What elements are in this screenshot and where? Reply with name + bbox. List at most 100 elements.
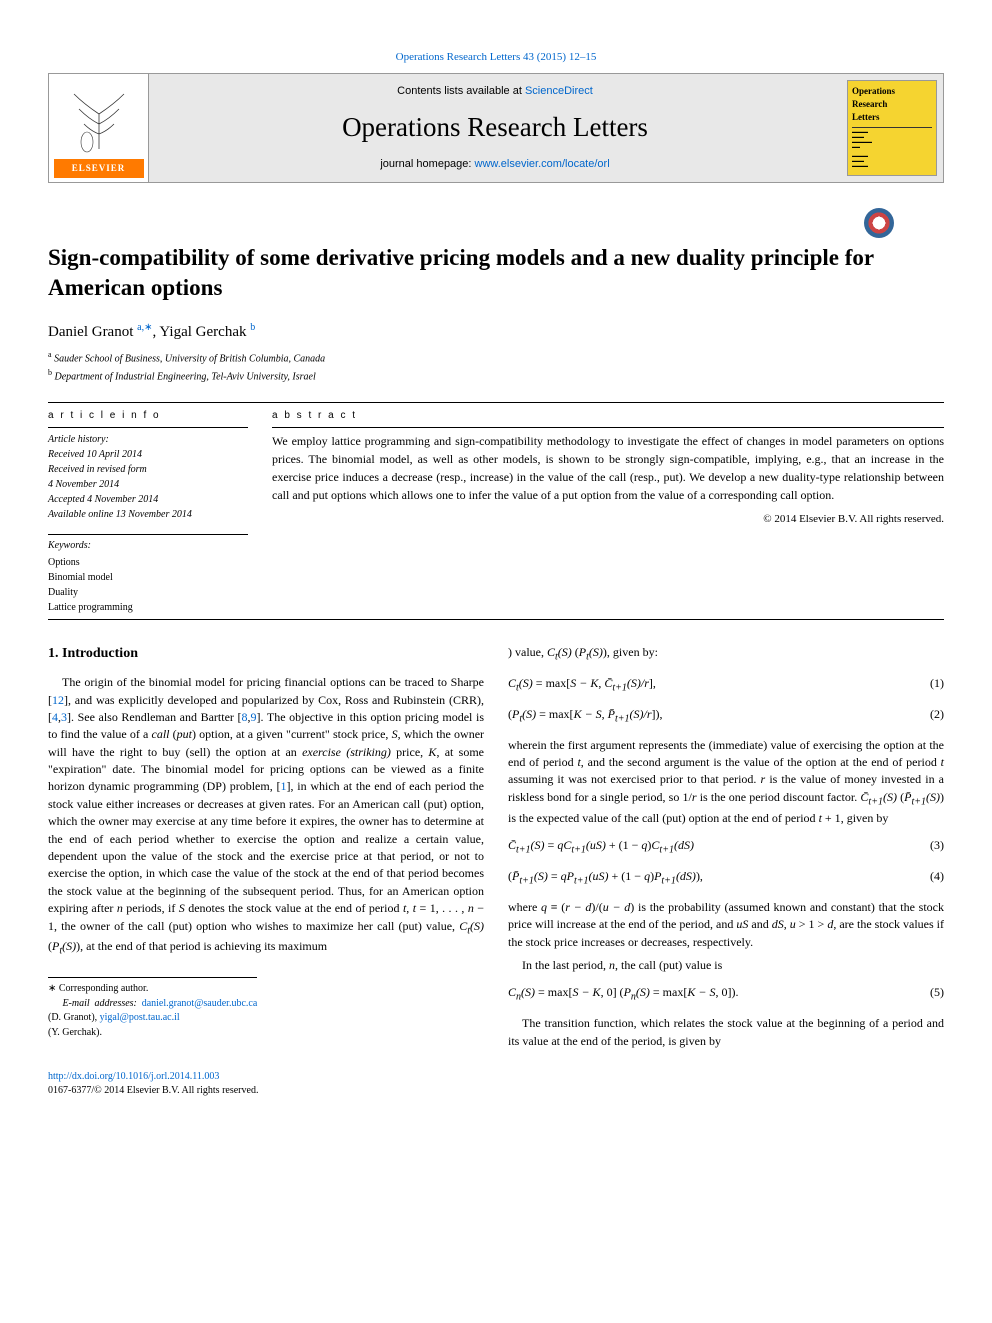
abstract-header: a b s t r a c t xyxy=(272,409,944,423)
affiliations: a Sauder School of Business, University … xyxy=(48,349,944,384)
eq-4: (P̄t+1(S) = qPt+1(uS) + (1 − q)Pt+1(dS))… xyxy=(508,868,944,889)
t: is the expected value of the call (put) … xyxy=(508,811,819,825)
corr-text: Corresponding author. xyxy=(56,983,148,994)
section-intro-heading: 1. Introduction xyxy=(48,644,484,664)
col2-p4: In the last period, n, the call (put) va… xyxy=(508,957,944,974)
keywords-header: Keywords: xyxy=(48,539,248,553)
column-left: 1. Introduction The origin of the binomi… xyxy=(48,644,484,1056)
t: is the one period discount factor. xyxy=(697,790,861,804)
eq-1: Ct(S) = max[S − K, C̄t+1(S)/r], (1) xyxy=(508,675,944,696)
date-revised-label: Received in revised form xyxy=(48,464,147,475)
elsevier-tree-icon xyxy=(54,79,144,159)
kw-4: Lattice programming xyxy=(48,602,133,613)
t: denotes the stock value at the end of pe… xyxy=(185,901,403,915)
elsevier-logo[interactable]: ELSEVIER xyxy=(49,74,149,182)
email-2[interactable]: yigal@post.tau.ac.il xyxy=(100,1012,180,1023)
aff-b: Department of Industrial Engineering, Te… xyxy=(55,371,316,382)
journal-homepage: journal homepage: www.elsevier.com/locat… xyxy=(380,157,609,172)
article-dates: Article history: Received 10 April 2014 … xyxy=(48,432,248,522)
column-right: ) value, Ct(S) (Pt(S)), given by: Ct(S) … xyxy=(508,644,944,1056)
t: ) value, xyxy=(508,645,547,659)
kw-2: Binomial model xyxy=(48,572,113,583)
email-label: E-mail addresses: xyxy=(62,998,141,1009)
aff-a: Sauder School of Business, University of… xyxy=(54,354,325,365)
article-info: a r t i c l e i n f o Article history: R… xyxy=(48,409,248,615)
date-label: Article history: xyxy=(48,434,109,445)
t: ), given by: xyxy=(603,645,658,659)
journal-reference: Operations Research Letters 43 (2015) 12… xyxy=(48,50,944,65)
t: ]. See also Rendleman and Bartter [ xyxy=(67,710,242,724)
journal-ref-link[interactable]: Operations Research Letters 43 (2015) 12… xyxy=(396,51,597,63)
homepage-prefix: journal homepage: xyxy=(380,158,474,170)
date-received: Received 10 April 2014 xyxy=(48,449,142,460)
keywords: Options Binomial model Duality Lattice p… xyxy=(48,555,248,615)
col2-p2: wherein the first argument represents th… xyxy=(508,737,944,827)
aff-a-sup: a xyxy=(48,350,52,359)
col2-p3: where q ≡ (r − d)/(u − d) is the probabi… xyxy=(508,899,944,951)
date-revised: 4 November 2014 xyxy=(48,479,119,490)
abstract-text: We employ lattice programming and sign-c… xyxy=(272,432,944,504)
t: price, xyxy=(391,745,429,759)
doi-link[interactable]: http://dx.doi.org/10.1016/j.orl.2014.11.… xyxy=(48,1071,219,1082)
authors: Daniel Granot a,∗, Yigal Gerchak b xyxy=(48,321,944,343)
date-online: Available online 13 November 2014 xyxy=(48,509,192,520)
contents-prefix: Contents lists available at xyxy=(397,85,525,97)
author-2-sup[interactable]: b xyxy=(250,322,255,333)
kw-3: Duality xyxy=(48,587,78,598)
cover-line-1: Operations xyxy=(852,85,932,98)
doi-copyright: 0167-6377/© 2014 Elsevier B.V. All right… xyxy=(48,1084,944,1098)
article-info-header: a r t i c l e i n f o xyxy=(48,409,248,423)
t: In the last period, xyxy=(522,958,609,972)
intro-p1: The origin of the binomial model for pri… xyxy=(48,674,484,959)
journal-title: Operations Research Letters xyxy=(342,109,648,147)
journal-cover-thumb[interactable]: Operations Research Letters ▬▬▬▬▬▬▬▬▬▬▬▬… xyxy=(847,80,937,176)
body-columns: 1. Introduction The origin of the binomi… xyxy=(48,644,944,1056)
t: assuming it was not exercised prior to t… xyxy=(508,772,761,786)
contents-available: Contents lists available at ScienceDirec… xyxy=(397,84,593,99)
divider-2 xyxy=(48,619,944,620)
date-accepted: Accepted 4 November 2014 xyxy=(48,494,158,505)
author-1-sup[interactable]: a,∗ xyxy=(137,322,152,333)
e1-who: (D. Granot), xyxy=(48,1012,100,1023)
eq-5: Cn(S) = max[S − K, 0] (Pn(S) = max[K − S… xyxy=(508,984,944,1005)
eq-3: C̄t+1(S) = qCt+1(uS) + (1 − q)Ct+1(dS) (… xyxy=(508,837,944,858)
t: ( xyxy=(170,727,177,741)
em-call: call xyxy=(152,727,170,741)
ref-8[interactable]: 8 xyxy=(242,710,248,724)
abstract-copyright: © 2014 Elsevier B.V. All rights reserved… xyxy=(272,512,944,527)
e2-who: (Y. Gerchak). xyxy=(48,1027,102,1038)
t: periods, if xyxy=(123,901,179,915)
page: Operations Research Letters 43 (2015) 12… xyxy=(0,0,992,1128)
abstract: a b s t r a c t We employ lattice progra… xyxy=(272,409,944,615)
sciencedirect-link[interactable]: ScienceDirect xyxy=(525,85,593,97)
ref-12[interactable]: 12 xyxy=(52,693,64,707)
eq-2: (Pt(S) = max[K − S, P̄t+1(S)/r]), (2) xyxy=(508,706,944,727)
author-2: Yigal Gerchak xyxy=(159,324,246,340)
cover-line-2: Research xyxy=(852,98,932,111)
col2-p1: ) value, Ct(S) (Pt(S)), given by: xyxy=(508,644,944,665)
info-abstract-row: a r t i c l e i n f o Article history: R… xyxy=(48,409,944,615)
divider xyxy=(48,402,944,403)
homepage-link[interactable]: www.elsevier.com/locate/orl xyxy=(475,158,610,170)
author-1: Daniel Granot xyxy=(48,324,133,340)
em-put: put xyxy=(177,727,192,741)
t: at the end of that period is achieving i… xyxy=(86,939,327,953)
t: ], in which at the end of each period th… xyxy=(48,779,484,915)
article-title: Sign-compatibility of some derivative pr… xyxy=(48,243,944,303)
header-box: ELSEVIER Contents lists available at Sci… xyxy=(48,73,944,183)
kw-1: Options xyxy=(48,557,80,568)
doi-block: http://dx.doi.org/10.1016/j.orl.2014.11.… xyxy=(48,1070,944,1098)
t: , the call (put) value is xyxy=(615,958,722,972)
t: , given by xyxy=(841,811,889,825)
aff-b-sup: b xyxy=(48,368,52,377)
col2-p5: The transition function, which relates t… xyxy=(508,1015,944,1050)
header-center: Contents lists available at ScienceDirec… xyxy=(149,74,841,182)
t: ( xyxy=(572,645,579,659)
cover-line-3: Letters xyxy=(852,111,932,124)
footnotes: ∗ Corresponding author. E-mail addresses… xyxy=(48,977,257,1040)
t: where xyxy=(508,900,541,914)
elsevier-label: ELSEVIER xyxy=(54,159,144,178)
email-1[interactable]: daniel.granot@sauder.ubc.ca xyxy=(142,998,258,1009)
em-ex: exercise (striking) xyxy=(302,745,391,759)
t: , and the second argument is the value o… xyxy=(581,755,941,769)
